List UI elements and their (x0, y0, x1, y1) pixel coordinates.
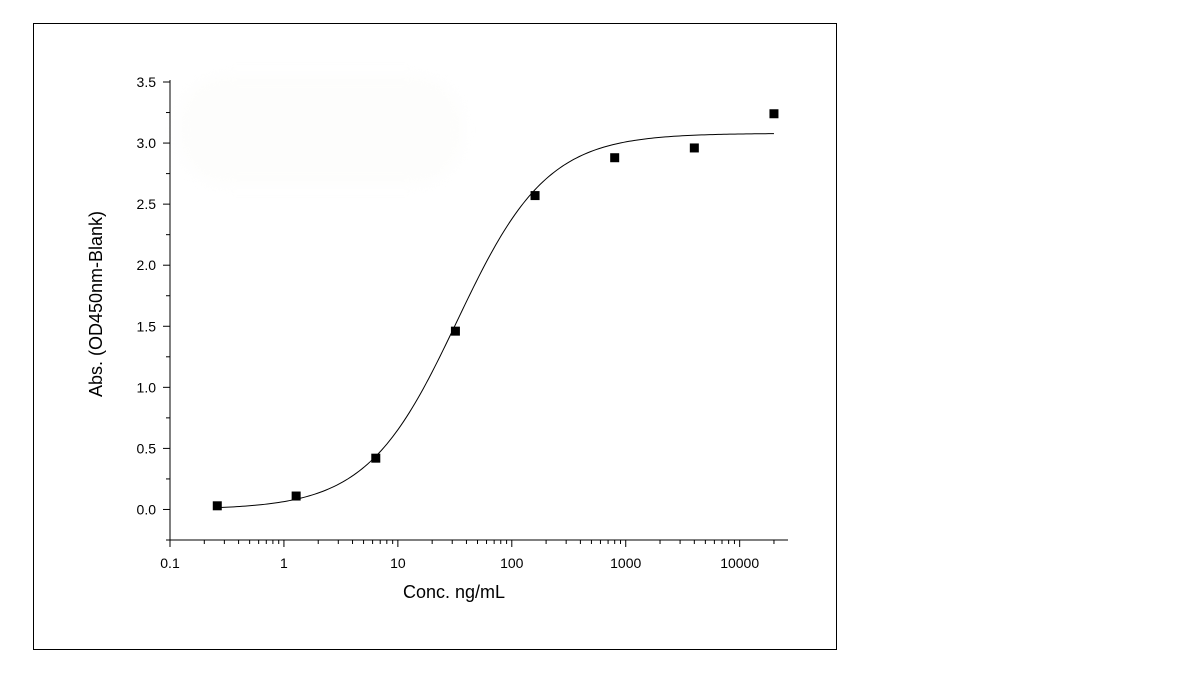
data-point (610, 153, 620, 163)
y-tick-label: 2.0 (137, 257, 157, 273)
data-point (212, 501, 222, 511)
x-tick-label: 100 (500, 555, 524, 571)
data-point (291, 491, 301, 501)
x-axis-label: Conc. ng/mL (403, 582, 505, 602)
data-point (769, 109, 779, 119)
data-point (450, 326, 460, 336)
data-point (371, 453, 381, 463)
x-tick-label: 1000 (610, 555, 641, 571)
fit-group (217, 133, 774, 509)
data-point (689, 143, 699, 153)
points-group (212, 109, 779, 511)
x-tick-label: 10000 (720, 555, 759, 571)
x-tick-label: 10 (390, 555, 406, 571)
ticks-group: 0.0 0.5 1.0 1.5 2.0 2.5 3.0 3.5 0.1 1 10 100 1000 100… (137, 74, 775, 571)
y-tick-label: 0.5 (137, 440, 157, 456)
y-tick-label: 1.0 (137, 379, 157, 395)
y-tick-label: 2.5 (137, 196, 157, 212)
y-tick-label: 0.0 (137, 501, 157, 517)
y-tick-label: 3.5 (137, 74, 157, 90)
x-tick-label: 0.1 (160, 555, 180, 571)
data-point (530, 191, 540, 201)
fit-curve (217, 133, 774, 509)
x-tick-label: 1 (280, 555, 288, 571)
y-axis-label: Abs. (OD450nm-Blank) (86, 211, 106, 397)
y-tick-label: 3.0 (137, 135, 157, 151)
blurred-region (178, 75, 463, 185)
y-tick-label: 1.5 (137, 318, 157, 334)
